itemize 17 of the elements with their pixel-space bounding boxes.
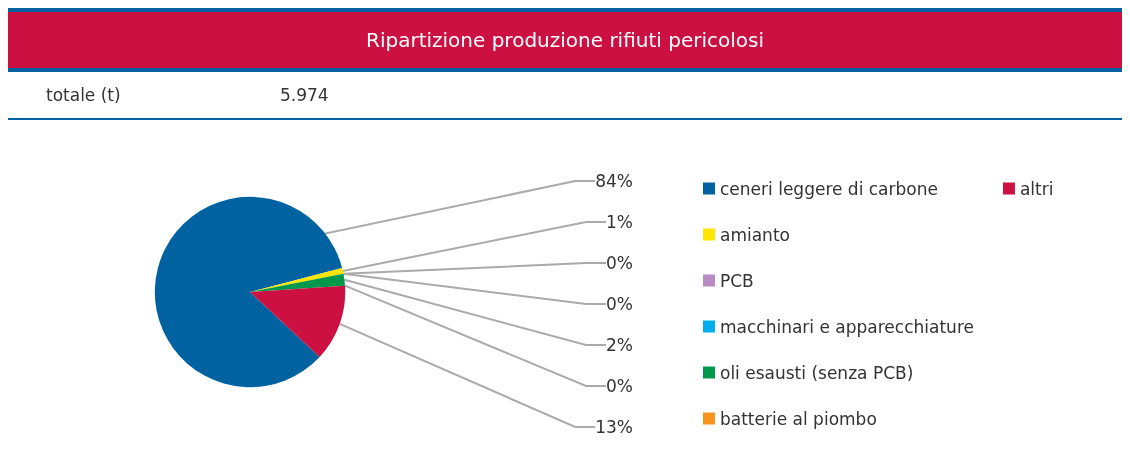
text: 0%: [606, 253, 633, 273]
data-label: 1%: [606, 212, 633, 232]
legend-label: oli esausti (senza PCB): [720, 362, 914, 383]
legend-label: PCB: [720, 270, 754, 291]
chart-subtitle: totale (t): [46, 85, 122, 105]
text: 5.974: [280, 85, 329, 105]
legend-label: altri: [1019, 178, 1054, 199]
legend-label: ceneri leggere di carbone: [720, 178, 938, 199]
legend-label: macchinari e apparecchiature: [720, 316, 974, 337]
chart-title: Ripartizione produzione rifiuti pericolosi: [8, 8, 1122, 72]
data-label: 13%: [595, 417, 633, 437]
data-label: 84%: [595, 171, 633, 191]
text: 0%: [606, 376, 633, 396]
text: 0%: [606, 294, 633, 314]
legend-label: batterie al piombo: [720, 408, 877, 429]
legend-label: amianto: [720, 224, 790, 245]
data-label: 2%: [606, 335, 633, 355]
